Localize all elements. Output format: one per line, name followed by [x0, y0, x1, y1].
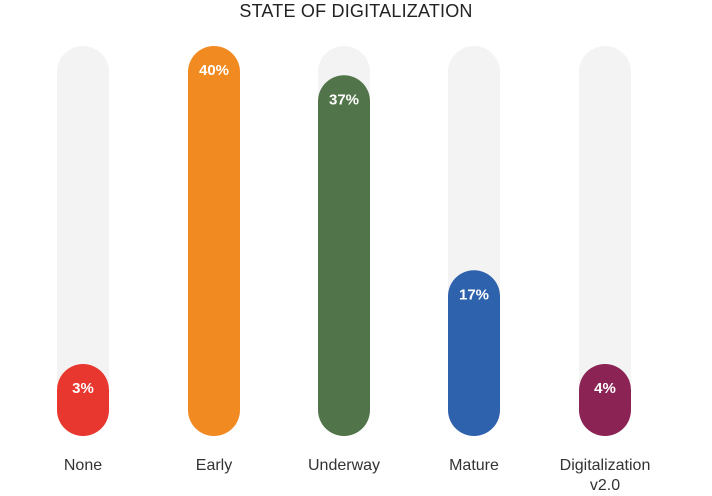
bar-track	[57, 46, 109, 436]
bar-digitalization-v2-0	[579, 364, 631, 436]
category-label: Digitalization v2.0	[560, 457, 651, 494]
data-label: 4%	[594, 380, 616, 397]
bar-none	[57, 364, 109, 436]
category-label: None	[64, 457, 102, 474]
data-label: 17%	[459, 286, 489, 303]
category-label: Early	[196, 457, 232, 474]
bar-track	[579, 46, 631, 436]
category-label: Underway	[308, 457, 380, 474]
data-label: 3%	[72, 380, 94, 397]
data-label: 37%	[329, 91, 359, 108]
data-label: 40%	[199, 62, 229, 79]
bar-underway	[318, 75, 370, 436]
bar-early	[188, 46, 240, 436]
chart-title: STATE OF DIGITALIZATION	[239, 1, 473, 21]
category-label: Mature	[449, 457, 499, 474]
bar-mature	[448, 270, 500, 436]
